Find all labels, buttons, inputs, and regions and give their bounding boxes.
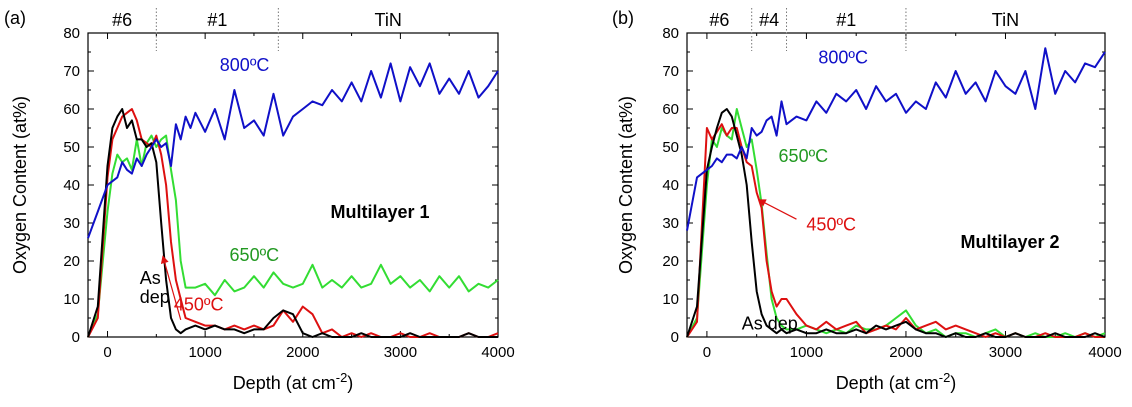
layer-label: #6 xyxy=(112,10,132,30)
series-line-650-c xyxy=(87,134,499,338)
series-line-as xyxy=(87,108,498,338)
x-tick-label: 0 xyxy=(103,344,111,361)
series-label-line2: dep xyxy=(140,287,170,307)
y-tick-label: 60 xyxy=(63,101,80,118)
y-tick-label: 30 xyxy=(662,215,679,232)
x-axis-label: Depth (at cm-2) xyxy=(836,370,957,393)
x-tick-label: 1000 xyxy=(188,344,221,361)
y-tick-label: 70 xyxy=(662,63,679,80)
y-tick-label: 0 xyxy=(72,329,80,346)
y-tick-label: 20 xyxy=(662,253,679,270)
y-tick-label: 10 xyxy=(662,291,679,308)
series-label: 800ºC xyxy=(818,47,868,67)
annotation-arrow xyxy=(160,255,182,321)
x-axis-label-main: Depth (at cm xyxy=(233,373,336,393)
layer-label: #4 xyxy=(759,10,779,30)
sample-label: Multilayer 1 xyxy=(330,202,429,222)
x-tick-label: 3000 xyxy=(989,344,1022,361)
x-tick-label: 4000 xyxy=(1088,344,1121,361)
x-tick-label: 2000 xyxy=(889,344,922,361)
series-label: 450ºC xyxy=(806,215,856,235)
x-tick-label: 1000 xyxy=(790,344,823,361)
layer-label: #1 xyxy=(836,10,856,30)
y-tick-label: 50 xyxy=(63,139,80,156)
series-line-450-c xyxy=(87,108,499,338)
panel-label: (a) xyxy=(4,8,26,28)
y-tick-label: 30 xyxy=(63,215,80,232)
x-axis-label: Depth (at cm-2) xyxy=(233,370,354,393)
panel-label: (b) xyxy=(612,8,634,28)
series-line-800-c xyxy=(87,62,499,239)
x-axis-label-close: ) xyxy=(950,373,956,393)
series-line-800-c xyxy=(686,47,1106,231)
y-tick-label: 40 xyxy=(662,177,679,194)
y-tick-label: 50 xyxy=(662,139,679,156)
series-label: 800ºC xyxy=(220,55,270,75)
chart-panel-b: 0 10 20 30 40 50 60 70 80 0 1000 2000 3000 4000 #6 #4 #1… xyxy=(612,8,1122,393)
layer-label: TiN xyxy=(992,10,1019,30)
plot-frame xyxy=(686,32,1106,338)
layer-label: TiN xyxy=(375,10,402,30)
x-tick-label: 4000 xyxy=(481,344,514,361)
y-tick-label: 60 xyxy=(662,101,679,118)
x-tick-label: 2000 xyxy=(286,344,319,361)
y-tick-label: 40 xyxy=(63,177,80,194)
series-label: As xyxy=(140,268,161,288)
series-label: 450ºC xyxy=(174,294,224,314)
x-tick-label: 3000 xyxy=(384,344,417,361)
y-tick-label: 70 xyxy=(63,63,80,80)
annotation-arrow xyxy=(757,199,797,220)
y-tick-label: 80 xyxy=(662,25,679,42)
x-axis-label-main: Depth (at cm xyxy=(836,373,939,393)
y-axis-label: Oxygen Content (at%) xyxy=(616,96,636,274)
x-axis-label-superscript: -2 xyxy=(336,370,348,385)
sample-label: Multilayer 2 xyxy=(960,232,1059,252)
layer-label: #6 xyxy=(709,10,729,30)
y-tick-label: 10 xyxy=(63,291,80,308)
x-tick-label: 0 xyxy=(703,344,711,361)
y-tick-label: 0 xyxy=(671,329,679,346)
series-label: As dep xyxy=(742,313,798,333)
x-axis-label-superscript: -2 xyxy=(939,370,951,385)
layer-label: #1 xyxy=(207,10,227,30)
x-axis-label-close: ) xyxy=(347,373,353,393)
chart-panel-a: 0 10 20 30 40 50 60 70 80 0 1000 2000 3000 4000 #6 #1 Ti… xyxy=(4,8,515,393)
series-label: 650ºC xyxy=(230,245,280,265)
y-tick-label: 20 xyxy=(63,253,80,270)
series-line-as-dep xyxy=(686,108,1106,338)
y-axis-label: Oxygen Content (at%) xyxy=(10,96,30,274)
y-tick-label: 80 xyxy=(63,25,80,42)
series-label: 650ºC xyxy=(779,146,829,166)
